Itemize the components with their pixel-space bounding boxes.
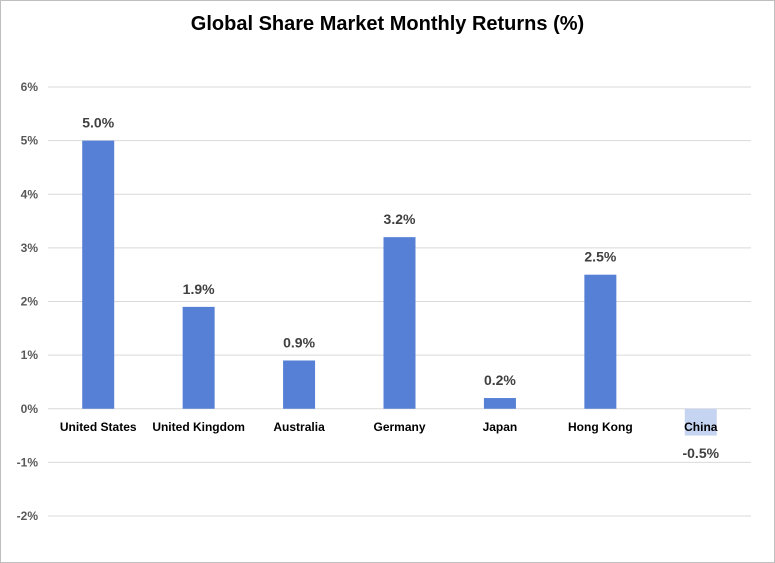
y-tick-label: -1%	[17, 455, 39, 469]
bar	[82, 140, 115, 409]
y-tick-label: 3%	[21, 241, 39, 255]
x-tick-label: Germany	[373, 420, 425, 434]
bar	[182, 306, 215, 409]
data-label: 1.9%	[183, 281, 215, 297]
x-tick-label: China	[684, 420, 718, 434]
y-tick-label: 2%	[21, 295, 39, 309]
y-tick-label: 1%	[21, 348, 39, 362]
data-label: 5.0%	[82, 115, 114, 131]
bar	[483, 398, 516, 409]
x-tick-label: Japan	[483, 420, 518, 434]
y-tick-label: 5%	[21, 134, 39, 148]
x-tick-label: United Kingdom	[152, 420, 245, 434]
x-tick-label: Australia	[273, 420, 325, 434]
x-tick-label: Hong Kong	[568, 420, 633, 434]
data-label: 0.9%	[283, 334, 315, 350]
data-label: -0.5%	[682, 445, 719, 461]
data-label: 2.5%	[584, 249, 616, 265]
bar	[684, 408, 717, 436]
data-label: 0.2%	[484, 372, 516, 388]
bar	[584, 274, 617, 409]
y-tick-label: -2%	[17, 509, 39, 523]
bar	[383, 237, 416, 409]
bar	[283, 360, 316, 409]
data-label: 3.2%	[384, 211, 416, 227]
x-tick-label: United States	[60, 420, 137, 434]
y-tick-label: 4%	[21, 187, 39, 201]
y-tick-label: 0%	[21, 402, 39, 416]
y-tick-label: 6%	[21, 80, 39, 94]
chart-title: Global Share Market Monthly Returns (%)	[190, 13, 585, 35]
